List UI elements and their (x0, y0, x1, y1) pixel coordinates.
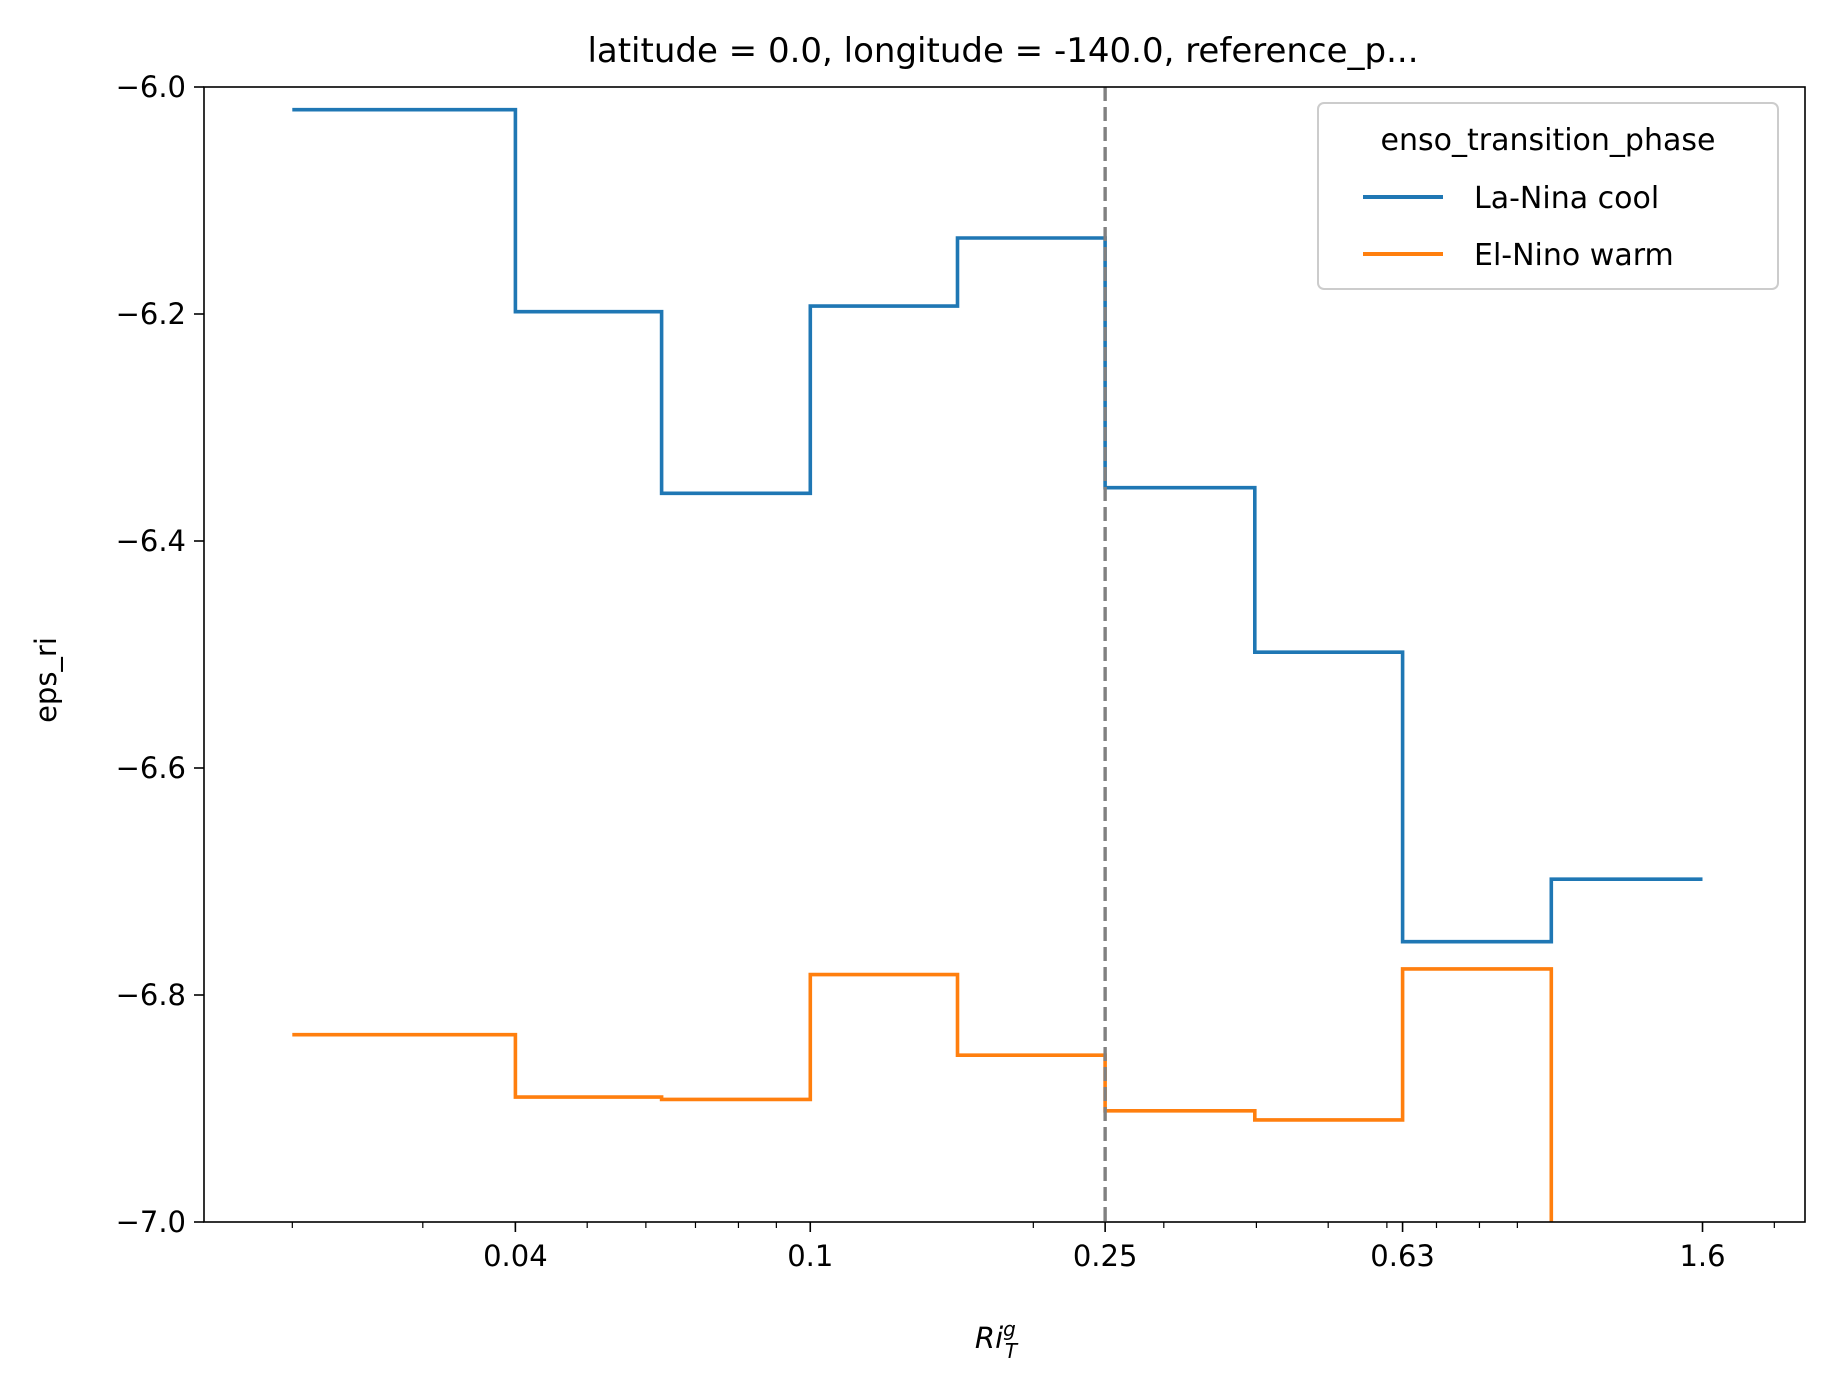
plot-frame (203, 86, 1806, 1223)
plot-area (203, 86, 1806, 1223)
y-tick-label: −6.0 (116, 70, 186, 104)
x-axis-label-sup: g (1003, 1317, 1016, 1341)
x-tick-label: 0.1 (787, 1239, 833, 1273)
x-tick-label: 0.63 (1370, 1239, 1435, 1273)
y-tick-label: −6.4 (116, 524, 186, 558)
legend-box (1317, 102, 1779, 290)
legend: enso_transition_phase La-Nina cool El-Ni… (1317, 102, 1779, 290)
chart-title: latitude = 0.0, longitude = -140.0, refe… (587, 31, 1418, 71)
y-tick-label: −6.2 (116, 297, 186, 331)
x-axis-label: Rig T (975, 1317, 1019, 1363)
y-axis-label: eps_ri (29, 637, 63, 723)
x-tick-label: 0.04 (483, 1239, 548, 1273)
legend-title: enso_transition_phase (1381, 123, 1716, 158)
x-tick-label: 0.25 (1073, 1239, 1138, 1273)
y-axis: −6.0 −6.2 −6.4 −6.6 −6.8 −7.0 (116, 70, 204, 1239)
legend-label-la-nina: La-Nina cool (1474, 181, 1659, 216)
series-line-1 (292, 967, 1554, 1222)
x-axis-label-main: Ri (975, 1321, 1003, 1355)
series-line-0 (292, 107, 1703, 944)
y-tick-label: −7.0 (116, 1205, 186, 1239)
x-axis: 0.04 0.1 0.25 0.63 1.6 (291, 1222, 1775, 1273)
x-axis-label-sub: T (1005, 1339, 1019, 1363)
y-tick-label: −6.6 (116, 751, 186, 785)
y-tick-label: −6.8 (116, 978, 186, 1012)
x-tick-label: 1.6 (1679, 1239, 1725, 1273)
legend-label-el-nino: El-Nino warm (1474, 238, 1674, 273)
